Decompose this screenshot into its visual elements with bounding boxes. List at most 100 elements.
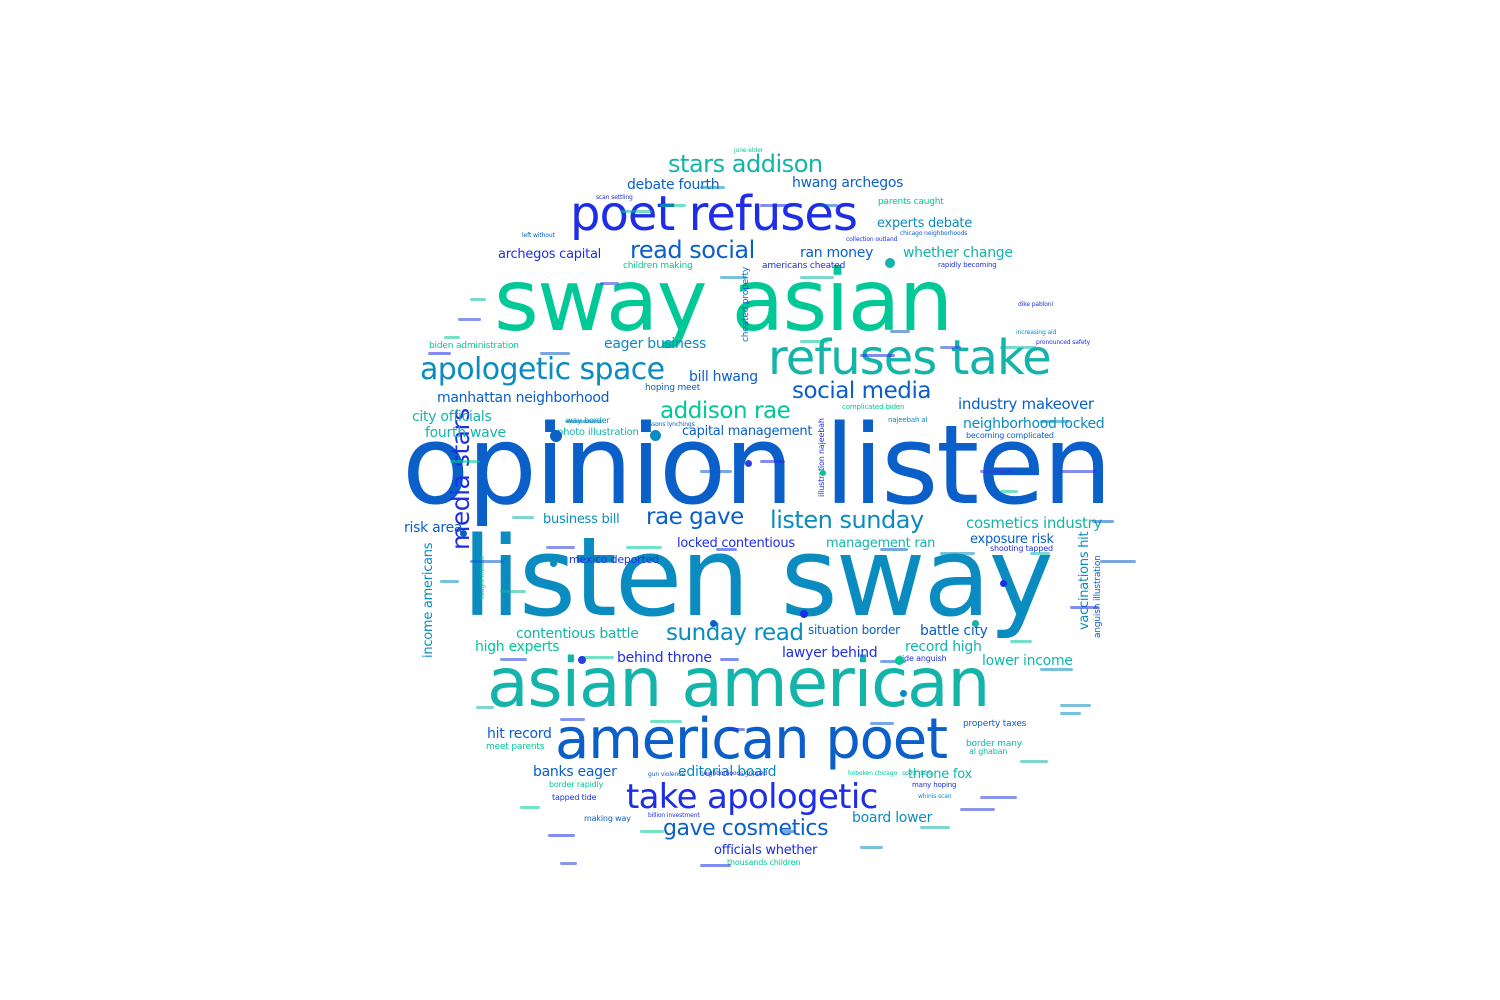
cloud-filler-mark [980, 796, 1017, 799]
cloud-filler-mark [546, 546, 575, 549]
cloud-filler-mark [1020, 760, 1048, 763]
cloud-filler-mark [1100, 560, 1136, 563]
cloud-word: al ghaban [969, 747, 1008, 756]
cloud-filler-mark [620, 210, 652, 213]
cloud-filler-mark [450, 460, 480, 463]
cloud-word: high experts [475, 639, 560, 655]
cloud-word: increasing aid [1016, 329, 1057, 336]
cloud-dot [972, 620, 979, 627]
cloud-word: american poet [555, 707, 948, 772]
cloud-filler-mark [548, 834, 575, 837]
cloud-filler-mark [716, 548, 737, 551]
cloud-filler-mark [660, 204, 686, 207]
cloud-word: take apologetic [626, 777, 878, 817]
cloud-word: throne fox [908, 767, 972, 782]
cloud-word: apologetic space [420, 352, 665, 387]
cloud-word: fourth wave [425, 425, 506, 441]
cloud-filler-mark [440, 580, 459, 583]
cloud-word: locked contentious [677, 536, 795, 551]
cloud-word: sunday read [666, 620, 804, 646]
cloud-filler-mark [940, 346, 961, 349]
cloud-word: officials whether [714, 843, 818, 858]
cloud-filler-mark [860, 354, 895, 357]
cloud-filler-mark [720, 276, 747, 279]
cloud-word: behind throne [617, 650, 712, 666]
cloud-word: chicago neighborhoods [900, 230, 968, 237]
cloud-word: anguish illustration [1093, 555, 1103, 638]
cloud-word: exposure risk [970, 532, 1054, 547]
cloud-word: city officials [412, 409, 492, 425]
cloud-word: board lower [852, 810, 933, 826]
cloud-word: banks eager [533, 764, 617, 780]
cloud-word: management ran [826, 536, 936, 551]
cloud-word: poet refuses [570, 186, 858, 242]
cloud-word: whether change [903, 245, 1013, 261]
cloud-word: property taxes [963, 719, 1027, 729]
cloud-word: industry makeover [958, 395, 1094, 413]
cloud-word: eager business [604, 336, 706, 352]
cloud-filler-mark [458, 318, 481, 321]
cloud-word: lower income [982, 653, 1073, 669]
cloud-dot [550, 560, 557, 567]
cloud-word: vaccinations hit [1077, 531, 1092, 630]
cloud-filler-mark [560, 862, 577, 865]
cloud-filler-mark [780, 830, 796, 833]
cloud-word: archegos capital [498, 247, 602, 262]
cloud-word: scan settling [596, 194, 633, 201]
cloud-filler-mark [700, 864, 731, 867]
cloud-word: battle city [920, 623, 988, 639]
cloud-filler-mark [444, 336, 460, 339]
cloud-word: cosmetics industry [966, 514, 1103, 532]
cloud-filler-mark [512, 516, 534, 519]
cloud-word: debate fourth [627, 177, 720, 193]
cloud-filler-mark [470, 560, 504, 563]
cloud-word: addison rae [660, 398, 791, 424]
cloud-filler-mark [960, 808, 995, 811]
cloud-word: record high [905, 639, 982, 655]
cloud-filler-mark [760, 204, 793, 207]
cloud-word: becoming complicated [966, 431, 1054, 440]
cloud-filler-mark [820, 204, 838, 207]
cloud-word: risk area [404, 520, 463, 536]
cloud-word: gave cosmetics [663, 816, 829, 841]
cloud-filler-mark [565, 420, 602, 423]
cloud-filler-mark [700, 186, 725, 189]
cloud-dot [885, 258, 895, 268]
cloud-word: listen sway [462, 513, 1054, 641]
cloud-filler-mark [580, 656, 614, 659]
cloud-word: mexico deported [569, 553, 659, 566]
cloud-filler-mark [1030, 552, 1050, 555]
cloud-word: sway asian [494, 251, 953, 351]
cloud-filler-mark [650, 720, 682, 723]
cloud-word: many hoping [912, 781, 957, 789]
cloud-word: making way [584, 814, 631, 823]
cloud-filler-mark [1000, 490, 1018, 493]
cloud-filler-mark [500, 658, 527, 661]
cloud-word: listen sunday [770, 506, 924, 534]
cloud-filler-mark [540, 352, 570, 355]
cloud-word: billion investment [648, 812, 700, 819]
cloud-dot [550, 430, 562, 442]
cloud-word: hoboken chicago [848, 770, 898, 777]
cloud-word: june elder [734, 147, 763, 154]
cloud-filler-mark [870, 722, 894, 725]
cloud-filler-mark [940, 552, 975, 555]
cloud-filler-mark [476, 706, 494, 709]
cloud-filler-mark [890, 330, 910, 333]
cloud-filler-mark [1060, 704, 1091, 707]
cloud-dot [460, 530, 467, 537]
cloud-word: parents caught [878, 197, 944, 207]
cloud-word: lessons lynchings [644, 421, 695, 428]
cloud-dot [578, 656, 586, 664]
cloud-word: bill hwang [689, 369, 758, 385]
cloud-filler-mark [1010, 640, 1032, 643]
cloud-word: shooting tapped [990, 544, 1053, 553]
cloud-word: manhattan neighborhood [437, 390, 610, 406]
cloud-word: complicated biden [842, 403, 905, 411]
cloud-word: business bill [543, 512, 620, 527]
cloud-filler-mark [800, 276, 834, 279]
cloud-filler-mark [700, 470, 732, 473]
cloud-word: asian american [487, 644, 990, 723]
cloud-dot [820, 470, 826, 476]
cloud-dot [900, 690, 907, 697]
